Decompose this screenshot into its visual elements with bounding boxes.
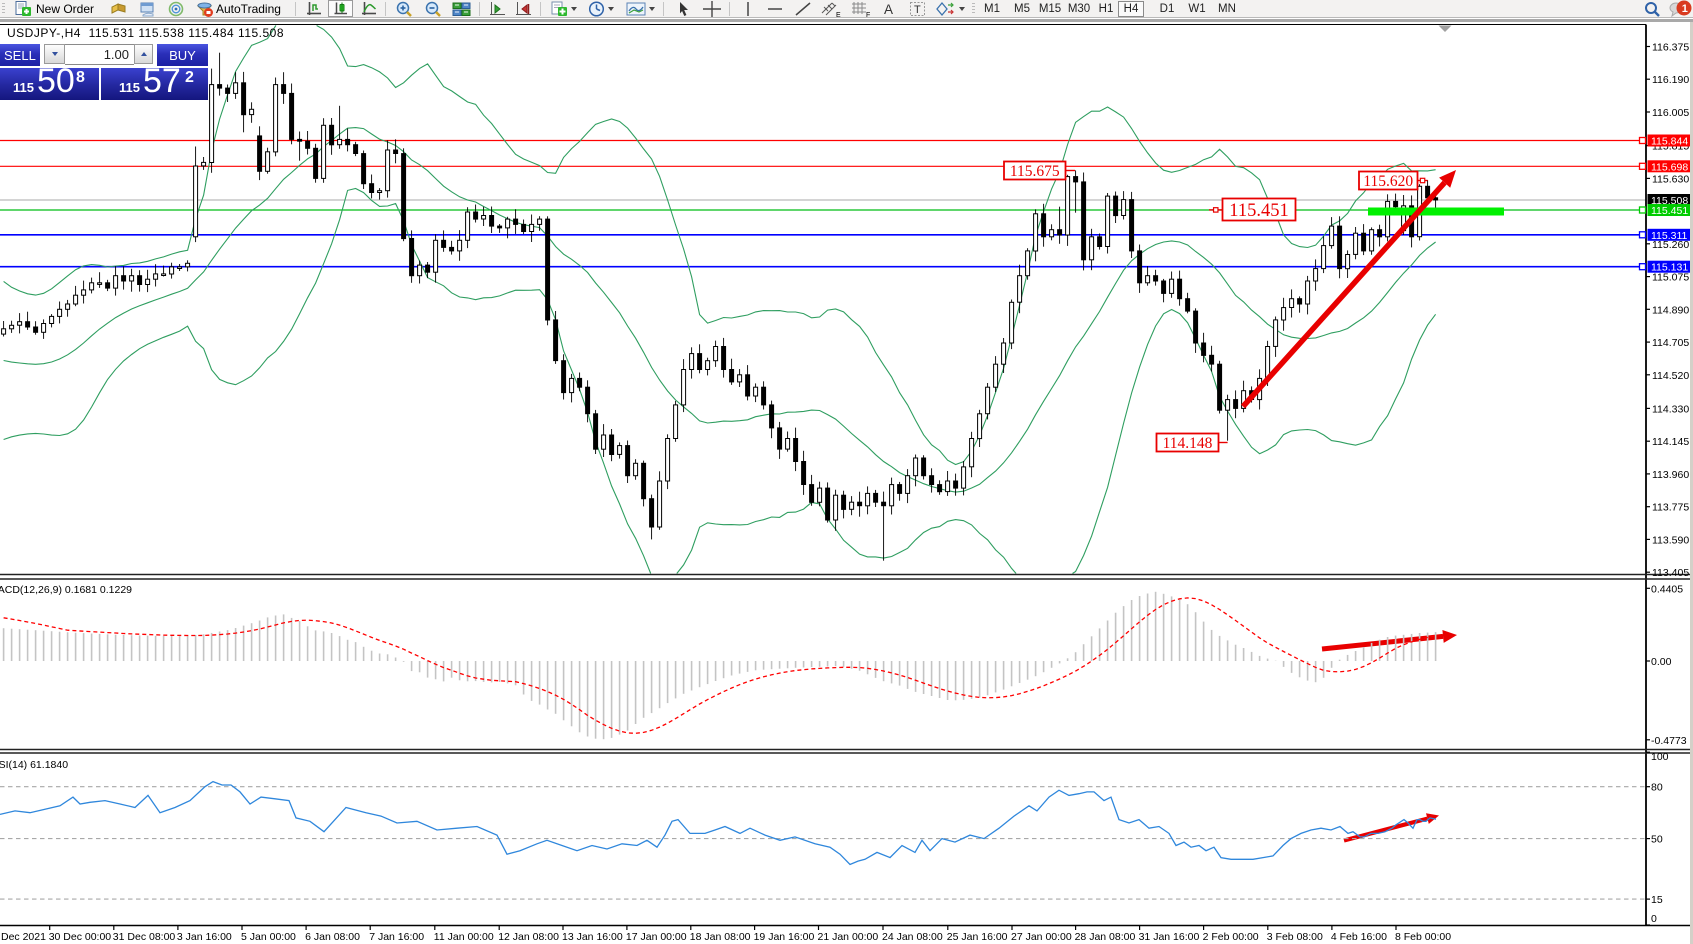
svg-text:19 Jan 16:00: 19 Jan 16:00: [754, 931, 815, 943]
svg-text:115.698: 115.698: [1651, 161, 1688, 173]
svg-text:4 Feb 16:00: 4 Feb 16:00: [1331, 931, 1387, 943]
svg-text:5 Jan 00:00: 5 Jan 00:00: [241, 931, 296, 943]
svg-text:2 Feb 00:00: 2 Feb 00:00: [1203, 931, 1259, 943]
svg-text:116.190: 116.190: [1652, 74, 1689, 86]
svg-text:114.705: 114.705: [1652, 337, 1689, 349]
svg-text:0: 0: [1651, 913, 1657, 925]
svg-text:100: 100: [1651, 751, 1669, 763]
svg-text:12 Jan 08:00: 12 Jan 08:00: [498, 931, 559, 943]
svg-text:115.451: 115.451: [1229, 201, 1288, 221]
svg-text:115.844: 115.844: [1651, 136, 1688, 148]
svg-text:28 Jan 08:00: 28 Jan 08:00: [1075, 931, 1136, 943]
svg-text:114.890: 114.890: [1652, 304, 1689, 316]
svg-text:31 Jan 16:00: 31 Jan 16:00: [1139, 931, 1200, 943]
svg-text:50: 50: [1651, 834, 1663, 846]
svg-text:F: F: [866, 12, 870, 18]
svg-text:1: 1: [1682, 3, 1688, 15]
svg-text:114.330: 114.330: [1652, 403, 1689, 415]
svg-text:11 Jan 00:00: 11 Jan 00:00: [434, 931, 494, 943]
svg-text:7 Jan 16:00: 7 Jan 16:00: [369, 931, 424, 943]
svg-text:114.145: 114.145: [1652, 436, 1689, 448]
svg-text:80: 80: [1651, 782, 1663, 794]
svg-text:13 Jan 16:00: 13 Jan 16:00: [562, 931, 623, 943]
svg-text:6 Jan 08:00: 6 Jan 08:00: [305, 931, 360, 943]
svg-text:116.005: 116.005: [1652, 107, 1689, 119]
svg-text:31 Dec 08:00: 31 Dec 08:00: [113, 931, 176, 943]
svg-text:27 Jan 00:00: 27 Jan 00:00: [1011, 931, 1072, 943]
svg-text:17 Jan 00:00: 17 Jan 00:00: [626, 931, 687, 943]
svg-text:24 Jan 08:00: 24 Jan 08:00: [882, 931, 943, 943]
svg-text:RSI(14) 61.1840: RSI(14) 61.1840: [0, 759, 68, 771]
svg-text:113.775: 113.775: [1652, 502, 1689, 514]
svg-text:MACD(12,26,9) 0.1681 0.1229: MACD(12,26,9) 0.1681 0.1229: [0, 584, 132, 596]
svg-text:3 Feb 08:00: 3 Feb 08:00: [1267, 931, 1323, 943]
svg-text:115.620: 115.620: [1363, 173, 1413, 190]
svg-text:115.451: 115.451: [1651, 205, 1688, 217]
svg-text:115.630: 115.630: [1652, 173, 1689, 185]
svg-text:115.260: 115.260: [1652, 239, 1689, 251]
svg-text:115.075: 115.075: [1652, 272, 1689, 284]
svg-text:115.131: 115.131: [1651, 262, 1688, 274]
svg-text:114.148: 114.148: [1163, 435, 1213, 452]
svg-text:115.675: 115.675: [1010, 163, 1060, 180]
svg-text:Dec 2021: Dec 2021: [1, 931, 46, 943]
svg-text:15: 15: [1651, 894, 1663, 906]
svg-text:113.405: 113.405: [1652, 567, 1689, 579]
svg-text:0.00: 0.00: [1651, 656, 1672, 668]
svg-text:30 Dec 00:00: 30 Dec 00:00: [49, 931, 112, 943]
svg-text:115.311: 115.311: [1651, 230, 1688, 242]
svg-text:25 Jan 16:00: 25 Jan 16:00: [947, 931, 1008, 943]
svg-text:113.590: 113.590: [1652, 534, 1689, 546]
svg-text:21 Jan 00:00: 21 Jan 00:00: [818, 931, 879, 943]
svg-text:116.375: 116.375: [1652, 42, 1689, 54]
svg-text:USDJPY-,H4 115.531 115.538 11: USDJPY-,H4 115.531 115.538 115.484 115.5…: [7, 26, 284, 40]
svg-text:8 Feb 00:00: 8 Feb 00:00: [1395, 931, 1451, 943]
svg-text:3 Jan 16:00: 3 Jan 16:00: [177, 931, 232, 943]
svg-text:0.4405: 0.4405: [1651, 583, 1683, 595]
svg-text:T: T: [914, 4, 921, 16]
svg-text:E: E: [836, 12, 841, 18]
svg-text:18 Jan 08:00: 18 Jan 08:00: [690, 931, 751, 943]
svg-text:113.960: 113.960: [1652, 469, 1689, 481]
svg-text:114.520: 114.520: [1652, 370, 1689, 382]
svg-text:-0.4773: -0.4773: [1651, 735, 1687, 747]
